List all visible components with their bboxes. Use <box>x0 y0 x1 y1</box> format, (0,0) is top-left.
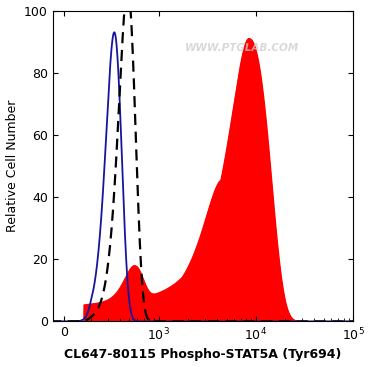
Y-axis label: Relative Cell Number: Relative Cell Number <box>6 100 18 232</box>
Text: WWW.PTGLAB.COM: WWW.PTGLAB.COM <box>185 43 299 53</box>
X-axis label: CL647-80115 Phospho-STAT5A (Tyr694): CL647-80115 Phospho-STAT5A (Tyr694) <box>64 348 342 361</box>
